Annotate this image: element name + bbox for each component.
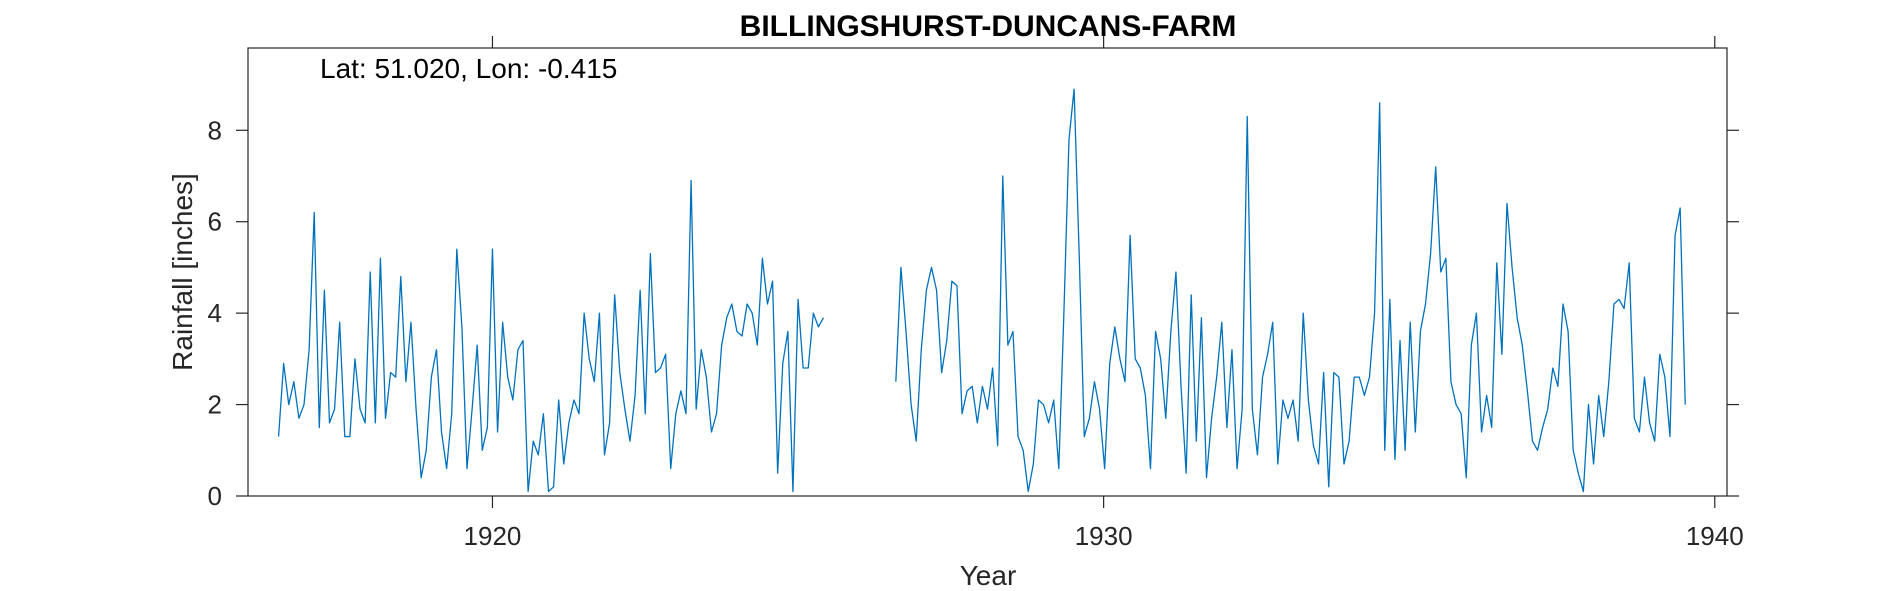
data-layer: [277, 88, 1686, 493]
x-tick-label-1940: 1940: [1686, 521, 1744, 551]
rainfall-line-segment-2: [895, 88, 1686, 493]
axes-box: [247, 47, 1728, 497]
x-axis-label: Year: [960, 560, 1017, 591]
y-tick-label-2: 2: [208, 390, 222, 420]
y-tick-label-6: 6: [208, 207, 222, 237]
y-tick-label-4: 4: [208, 298, 222, 328]
y-axis-label: Rainfall [inches]: [167, 173, 198, 371]
y-tick-label-0: 0: [208, 481, 222, 511]
y-tick-label-8: 8: [208, 115, 222, 145]
rainfall-line-segment-1: [277, 179, 825, 493]
coordinates-annotation: Lat: 51.020, Lon: -0.415: [320, 53, 617, 84]
axes-layer: 1920 1930 1940 0 2 4 6 8: [208, 36, 1744, 551]
chart-title: BILLINGSHURST-DUNCANS-FARM: [740, 10, 1237, 43]
x-tick-label-1920: 1920: [464, 521, 522, 551]
x-tick-label-1930: 1930: [1075, 521, 1133, 551]
